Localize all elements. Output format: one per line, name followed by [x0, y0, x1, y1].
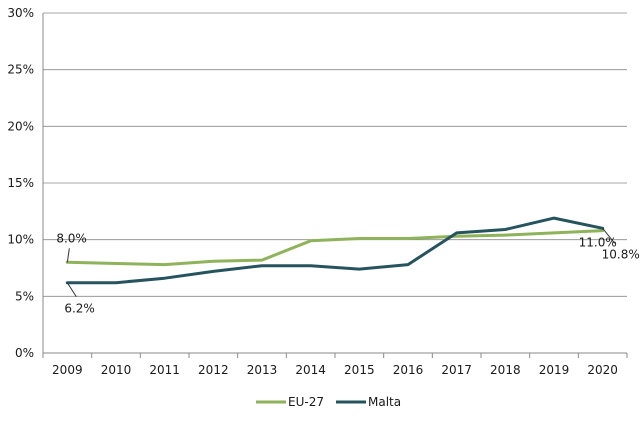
axes [42, 13, 628, 358]
legend-label-eu-27: EU-27 [288, 395, 324, 409]
x-tick-label: 2009 [52, 363, 83, 377]
series-line-malta [65, 216, 605, 285]
gridlines [43, 12, 627, 297]
x-tick-label: 2016 [393, 363, 424, 377]
legend: EU-27 Malta [256, 395, 401, 409]
x-tick-label: 2017 [441, 363, 472, 377]
x-tick-label: 2013 [247, 363, 278, 377]
malta-start-label: 6.2% [64, 302, 95, 316]
legend-label-malta: Malta [368, 395, 401, 409]
x-tick-label: 2011 [149, 363, 180, 377]
series-line-eu-27 [65, 229, 605, 267]
y-tick-label: 10% [7, 233, 34, 247]
y-axis-tick-labels: 0% 5% 10% 15% 20% 25% 30% [7, 6, 34, 360]
y-tick-label: 0% [15, 346, 34, 360]
x-tick-label: 2020 [587, 363, 618, 377]
series-lines [65, 216, 605, 285]
y-tick-label: 5% [15, 289, 34, 303]
x-tick-label: 2018 [490, 363, 521, 377]
x-tick-label: 2014 [295, 363, 326, 377]
y-tick-label: 20% [7, 119, 34, 133]
malta-start-leader-line [66, 282, 77, 298]
x-tick-label: 2010 [101, 363, 132, 377]
y-tick-label: 15% [7, 176, 34, 190]
x-axis-tick-labels: 2009 2010 2011 2012 2013 2014 2015 2016 2017 2018… [52, 363, 618, 377]
x-tick-label: 2019 [539, 363, 570, 377]
malta-end-leader-line [602, 228, 616, 244]
eu-start-leader-line [66, 248, 70, 263]
y-tick-label: 25% [7, 63, 34, 77]
x-tick-label: 2012 [198, 363, 229, 377]
malta-end-label: 11.0% [579, 235, 617, 249]
x-tick-label: 2015 [344, 363, 375, 377]
y-tick-label: 30% [7, 6, 34, 20]
eu-end-label: 10.8% [602, 247, 640, 261]
data-annotations: 8.0% 6.2% 11.0% 10.8% [56, 228, 640, 316]
eu-start-label: 8.0% [56, 231, 86, 245]
